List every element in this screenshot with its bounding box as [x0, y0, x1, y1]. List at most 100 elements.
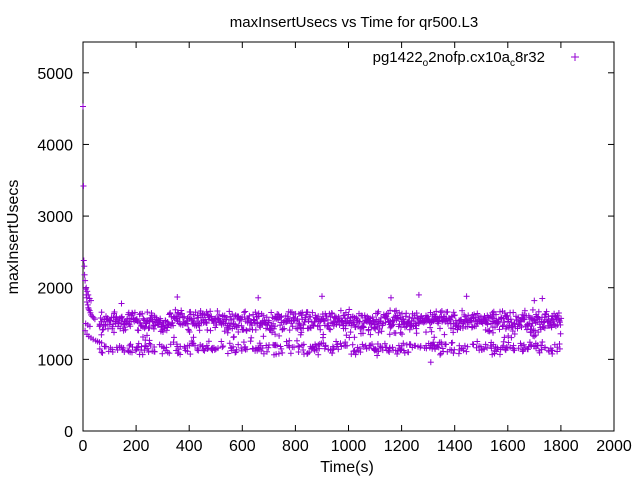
data-point	[511, 331, 518, 337]
data-point	[139, 310, 146, 317]
data-point	[518, 342, 525, 349]
data-point	[423, 345, 430, 352]
data-point	[431, 334, 438, 341]
data-point	[396, 309, 403, 316]
data-point	[181, 313, 188, 320]
data-point	[405, 349, 412, 356]
data-point	[520, 341, 527, 348]
data-point	[207, 308, 214, 315]
data-point	[500, 322, 507, 329]
data-point	[83, 284, 90, 291]
data-point	[449, 339, 456, 346]
data-point	[223, 314, 230, 321]
data-point	[133, 344, 140, 351]
data-point	[357, 349, 364, 356]
data-point	[214, 308, 221, 314]
data-point	[135, 327, 142, 334]
data-point	[315, 351, 322, 358]
data-point	[217, 317, 224, 324]
data-point	[417, 343, 424, 349]
data-point	[117, 325, 124, 332]
data-point	[386, 331, 393, 338]
data-point	[96, 345, 103, 352]
data-point	[542, 344, 549, 351]
data-point	[310, 322, 317, 329]
data-point	[215, 345, 221, 352]
data-point	[105, 348, 112, 355]
data-point	[461, 342, 468, 349]
data-point	[326, 325, 333, 332]
data-point	[80, 257, 87, 264]
y-tick-label: 3000	[37, 209, 73, 226]
data-point	[427, 359, 434, 366]
legend-label-part1: pg1422	[373, 49, 423, 66]
data-point	[443, 341, 449, 348]
data-point	[306, 349, 313, 356]
data-point	[131, 309, 138, 316]
data-point	[504, 345, 511, 352]
data-point	[228, 317, 235, 323]
data-point	[511, 347, 518, 354]
data-point	[272, 331, 279, 338]
data-point	[347, 329, 354, 336]
data-point	[163, 344, 170, 351]
data-point	[521, 316, 528, 323]
data-point	[463, 348, 470, 355]
data-point	[346, 306, 353, 313]
data-point	[388, 294, 394, 301]
data-point	[441, 331, 448, 338]
data-point	[369, 341, 375, 348]
data-point	[235, 341, 242, 348]
data-point	[304, 350, 311, 357]
data-point	[474, 338, 481, 345]
data-point	[528, 323, 535, 330]
data-point	[300, 321, 307, 328]
data-point	[554, 312, 561, 319]
data-point	[159, 350, 166, 357]
data-point	[400, 340, 407, 347]
data-point	[557, 330, 564, 337]
data-point	[82, 277, 89, 284]
data-point	[283, 338, 290, 345]
data-point	[351, 334, 358, 341]
data-point	[291, 344, 297, 351]
data-point	[228, 347, 235, 354]
data-point	[201, 347, 208, 354]
data-point	[129, 349, 135, 356]
data-point	[248, 334, 255, 341]
data-point	[412, 342, 419, 349]
data-point	[196, 327, 203, 334]
data-point	[98, 309, 105, 316]
series-points	[80, 103, 565, 366]
data-point	[205, 338, 212, 345]
data-point	[387, 307, 394, 314]
data-point	[266, 319, 272, 326]
data-point	[278, 345, 285, 352]
data-point	[401, 349, 408, 356]
data-point	[151, 344, 158, 350]
data-point	[317, 326, 324, 333]
data-point	[349, 341, 356, 348]
data-point	[226, 308, 233, 315]
data-point	[286, 337, 293, 344]
data-point	[444, 308, 451, 315]
y-tick-label: 4000	[37, 137, 73, 154]
data-point	[230, 343, 237, 350]
data-point	[275, 350, 282, 357]
data-point	[255, 294, 262, 301]
data-point	[145, 349, 152, 355]
x-tick-label: 2000	[596, 438, 632, 455]
data-point	[551, 310, 558, 317]
data-point	[535, 308, 542, 315]
data-point	[513, 317, 520, 324]
data-point	[504, 312, 511, 319]
data-point	[121, 349, 128, 355]
data-point	[558, 315, 565, 322]
data-point	[219, 344, 226, 351]
data-point	[507, 344, 514, 351]
data-point	[81, 271, 88, 278]
data-point	[195, 347, 202, 354]
data-point	[518, 324, 525, 331]
data-point	[309, 309, 316, 316]
data-point	[141, 347, 148, 354]
